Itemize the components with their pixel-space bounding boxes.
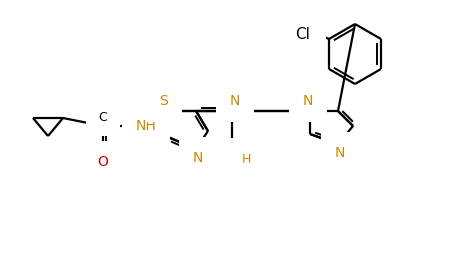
Text: O: O [97, 155, 109, 169]
Text: Cl: Cl [295, 26, 310, 41]
Text: C: C [99, 111, 107, 124]
Text: N: N [230, 94, 240, 108]
Text: NH: NH [136, 119, 156, 133]
Text: N: N [193, 151, 203, 165]
Text: N: N [230, 152, 240, 166]
Text: N: N [303, 94, 313, 108]
Text: H: H [241, 153, 251, 166]
Text: S: S [160, 94, 168, 108]
Text: N: N [335, 146, 345, 160]
